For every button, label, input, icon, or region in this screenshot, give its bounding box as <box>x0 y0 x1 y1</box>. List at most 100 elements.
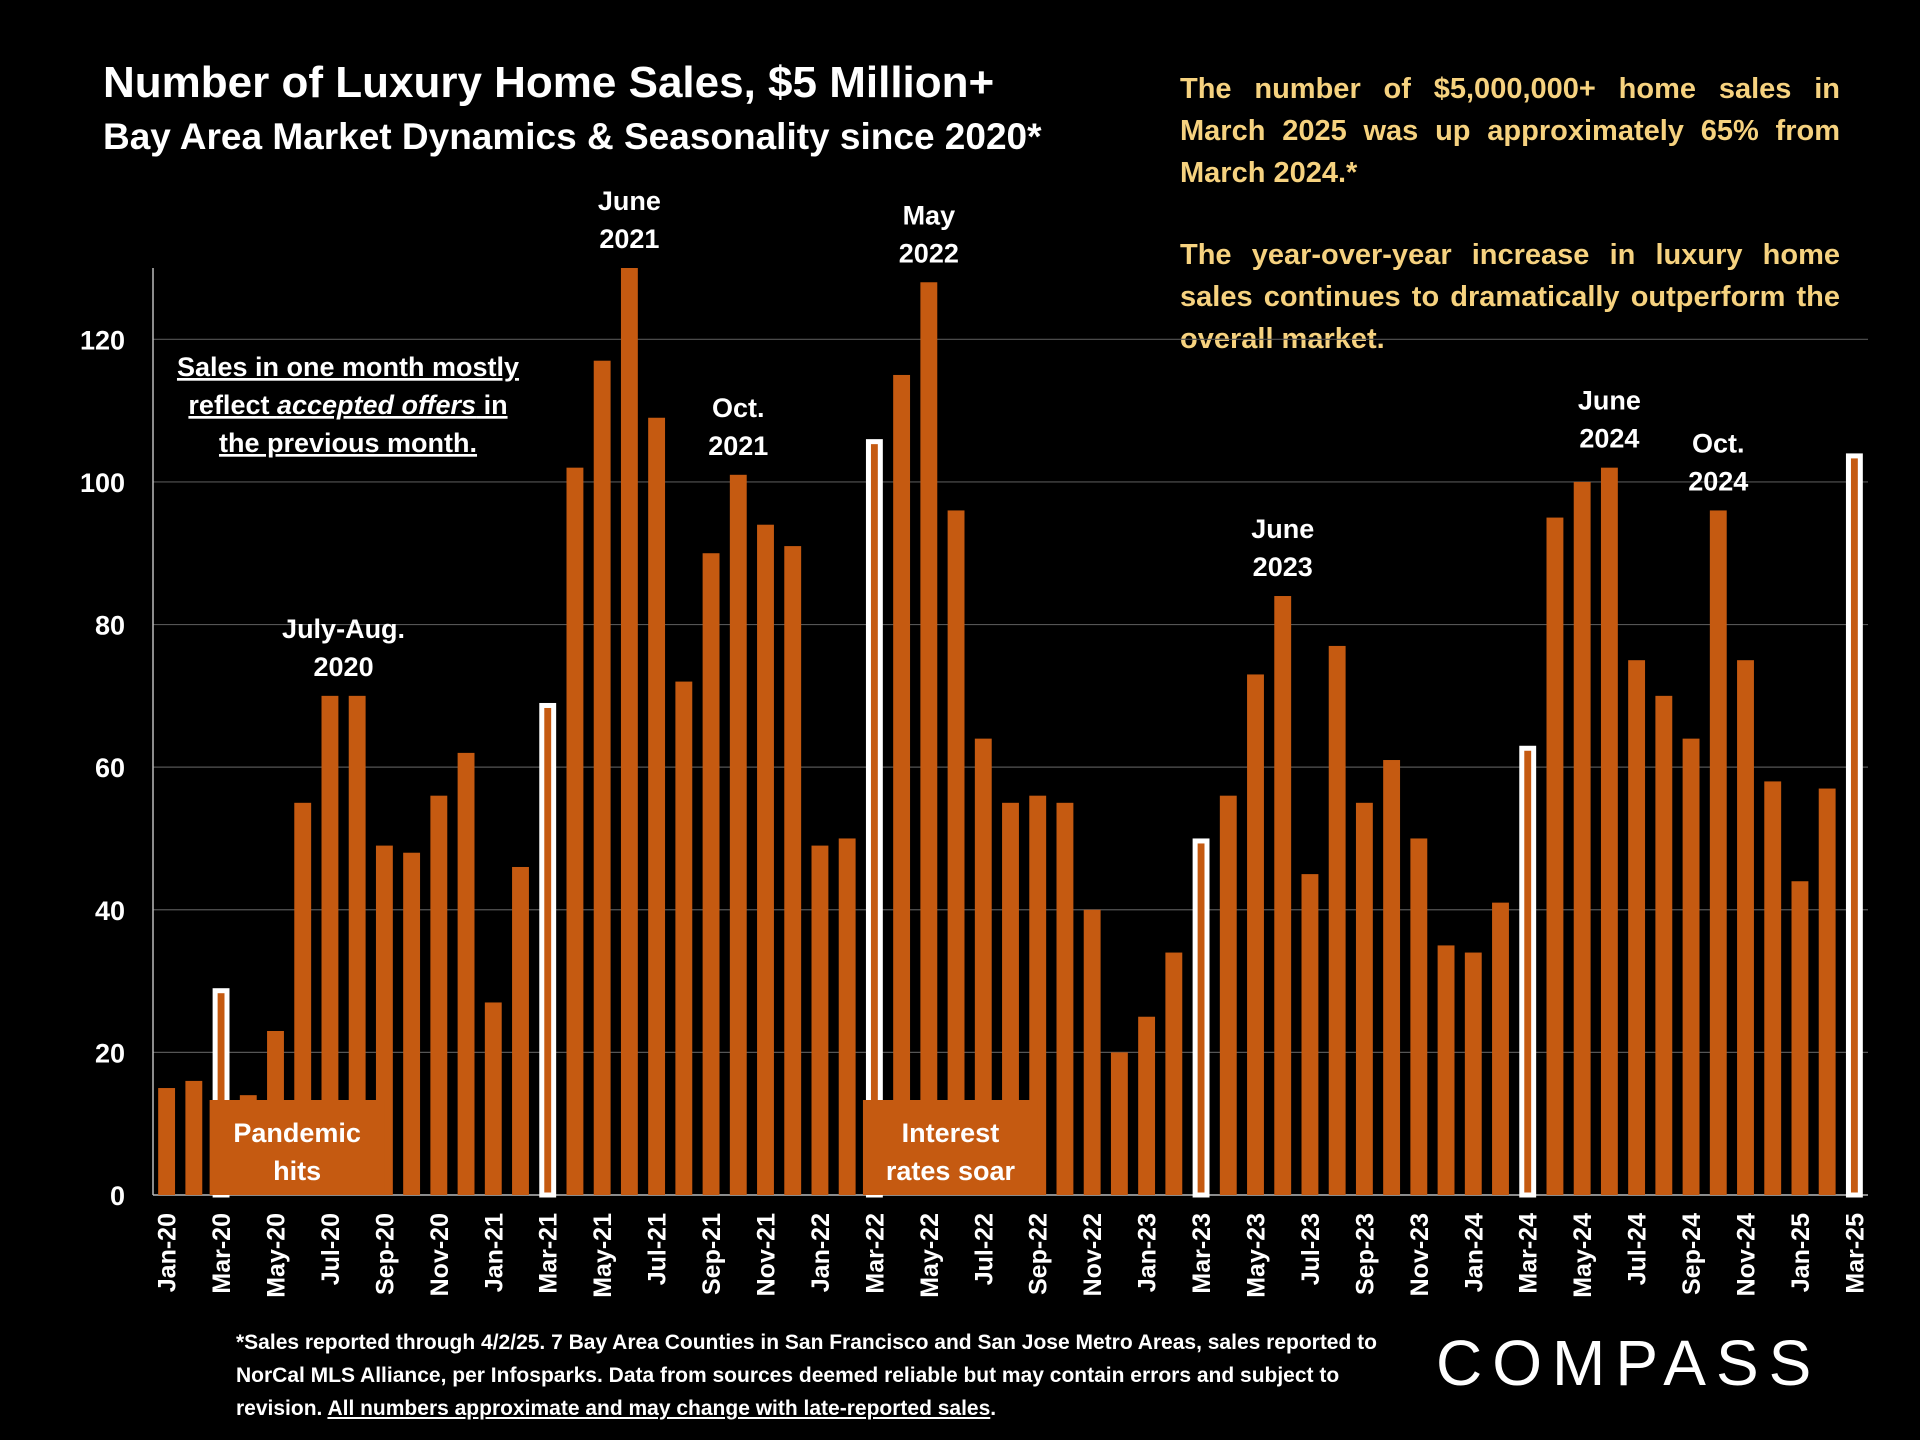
bar <box>974 738 992 1195</box>
x-tick-label: May-20 <box>263 1213 291 1298</box>
x-tick-label: May-24 <box>1569 1213 1597 1298</box>
x-tick-label: Nov-21 <box>753 1213 781 1296</box>
x-tick-label: May-21 <box>589 1213 617 1298</box>
bar <box>838 838 856 1195</box>
bar <box>784 546 802 1195</box>
bar <box>1410 838 1428 1195</box>
bar <box>185 1080 203 1195</box>
bar <box>1464 952 1482 1195</box>
peak-annotation: May <box>903 200 956 230</box>
peak-annotation: Oct. <box>712 393 765 423</box>
footnote-end: . <box>990 1397 997 1420</box>
bar <box>811 845 829 1195</box>
event-label-text: Interest <box>902 1118 1000 1148</box>
y-tick-label: 100 <box>80 468 125 498</box>
bar <box>675 681 693 1195</box>
bar-highlighted <box>865 439 883 1198</box>
peak-annotation: June <box>1578 386 1641 416</box>
x-tick-label: Sep-24 <box>1678 1213 1706 1295</box>
bar <box>757 524 774 1195</box>
peak-annotation: 2021 <box>708 431 768 461</box>
peak-annotation: 2021 <box>599 224 659 254</box>
bar <box>1301 874 1319 1195</box>
peak-annotation: 2024 <box>1688 466 1748 496</box>
bar <box>729 474 747 1195</box>
event-label-text: hits <box>273 1156 321 1186</box>
bar-highlighted <box>1845 453 1863 1198</box>
peak-annotation: 2023 <box>1253 552 1313 582</box>
y-tick-label: 20 <box>95 1038 125 1068</box>
bar <box>1492 902 1509 1195</box>
peak-annotation: June <box>598 186 661 216</box>
x-tick-label: Nov-23 <box>1406 1213 1434 1296</box>
bar <box>1056 802 1074 1195</box>
bar <box>1083 909 1101 1195</box>
bar <box>920 282 938 1195</box>
bar <box>457 752 475 1195</box>
bar <box>1709 510 1727 1195</box>
x-tick-label: May-23 <box>1243 1213 1271 1298</box>
bar <box>893 374 911 1195</box>
bar <box>484 1002 502 1195</box>
bar <box>1002 802 1019 1195</box>
peak-annotation: 2020 <box>314 652 374 682</box>
bar <box>321 695 339 1195</box>
bar <box>1110 1052 1128 1195</box>
bar <box>1355 802 1373 1195</box>
bar <box>1628 660 1646 1195</box>
note-line: Sales in one month mostly <box>177 352 519 382</box>
x-tick-label: Sep-20 <box>371 1213 399 1295</box>
peak-annotation: July-Aug. <box>282 614 405 644</box>
y-tick-label: 80 <box>95 611 125 641</box>
bar <box>1165 952 1183 1195</box>
x-tick-label: Nov-24 <box>1733 1213 1761 1296</box>
bar <box>1737 660 1754 1195</box>
commentary-paragraph-1: The number of $5,000,000+ home sales in … <box>1180 73 1840 189</box>
x-tick-label: Nov-20 <box>426 1213 454 1296</box>
chart-title: Number of Luxury Home Sales, $5 Million+ <box>103 58 995 107</box>
footnote-underlined-text: All numbers approximate and may change w… <box>327 1397 991 1420</box>
x-tick-label: May-22 <box>916 1213 944 1298</box>
x-tick-label: Jan-21 <box>480 1213 508 1292</box>
commentary-box: The number of $5,000,000+ home sales in … <box>1180 68 1840 400</box>
event-label-text: Pandemic <box>233 1118 361 1148</box>
x-tick-label: Jul-22 <box>970 1213 998 1285</box>
x-tick-label: Jan-23 <box>1134 1213 1162 1292</box>
bar-highlighted <box>1192 838 1210 1198</box>
bar <box>1274 596 1292 1195</box>
bar-highlighted <box>539 702 557 1198</box>
note-line: the previous month. <box>219 428 477 458</box>
bar <box>1383 760 1401 1195</box>
bar <box>947 510 965 1195</box>
peak-annotation: Oct. <box>1692 428 1745 458</box>
y-tick-label: 120 <box>80 325 125 355</box>
x-tick-label: Mar-20 <box>208 1213 236 1294</box>
peak-annotation: June <box>1251 514 1314 544</box>
bar <box>1328 645 1346 1195</box>
bar <box>1138 1016 1156 1195</box>
bar <box>702 553 720 1195</box>
x-tick-label: Sep-22 <box>1025 1213 1053 1295</box>
x-tick-label: Mar-24 <box>1515 1213 1543 1294</box>
compass-logo: COMPASS <box>1436 1327 1822 1399</box>
footnote-text: *Sales reported through 4/2/25. 7 Bay Ar… <box>236 1331 1377 1420</box>
event-label-box <box>209 1100 385 1195</box>
x-tick-label: Jan-24 <box>1460 1213 1488 1292</box>
bar <box>1219 795 1237 1195</box>
bar <box>1655 695 1673 1195</box>
bar <box>1573 481 1591 1195</box>
peak-annotation: 2022 <box>899 238 959 268</box>
x-tick-label: Jul-24 <box>1624 1213 1652 1285</box>
bar <box>1546 517 1564 1195</box>
bar <box>620 268 638 1195</box>
footnote: *Sales reported through 4/2/25. 7 Bay Ar… <box>236 1326 1386 1425</box>
x-tick-label: Jan-20 <box>154 1213 182 1292</box>
bar <box>158 1088 176 1195</box>
bar <box>566 467 584 1196</box>
x-tick-label: Jul-21 <box>644 1213 672 1285</box>
note-span: reflect <box>188 390 277 420</box>
bar <box>1791 881 1809 1195</box>
event-label-text: rates soar <box>886 1156 1016 1186</box>
event-label-box <box>862 1100 1038 1195</box>
bar <box>648 417 666 1195</box>
